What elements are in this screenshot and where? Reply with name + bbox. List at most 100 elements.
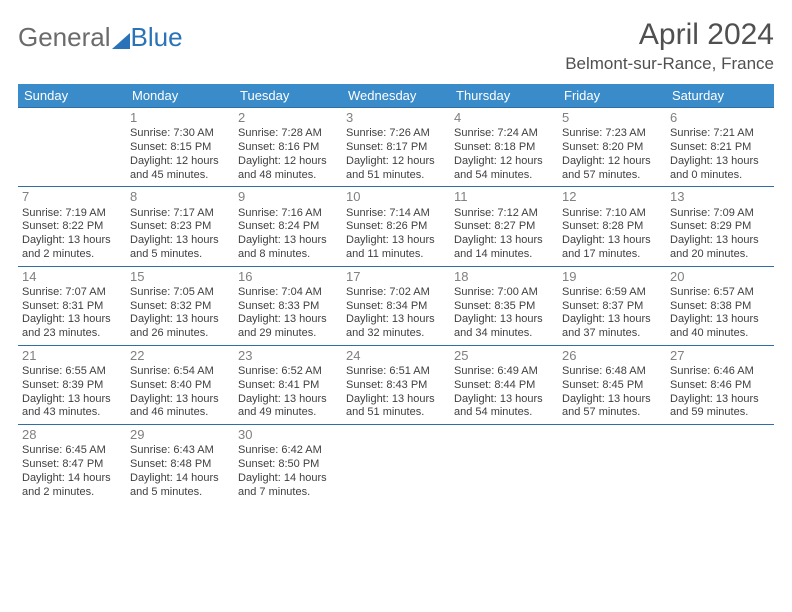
daylight-line: Daylight: 13 hours and 2 minutes. [22,234,122,262]
calendar-body: . 1Sunrise: 7:30 AMSunset: 8:15 PMDayligh… [18,108,774,504]
calendar-day-cell: 1Sunrise: 7:30 AMSunset: 8:15 PMDaylight… [126,108,234,187]
daylight-line: Daylight: 13 hours and 5 minutes. [130,234,230,262]
sunrise-line: Sunrise: 6:55 AM [22,365,122,379]
day-number: 14 [22,269,122,285]
sunset-line: Sunset: 8:32 PM [130,300,230,314]
calendar-day-cell: 11Sunrise: 7:12 AMSunset: 8:27 PMDayligh… [450,187,558,266]
sunset-line: Sunset: 8:23 PM [130,220,230,234]
calendar-day-cell: 18Sunrise: 7:00 AMSunset: 8:35 PMDayligh… [450,266,558,345]
weekday-header: Monday [126,84,234,108]
day-number: 8 [130,189,230,205]
day-number: 20 [670,269,770,285]
daylight-line: Daylight: 13 hours and 34 minutes. [454,313,554,341]
calendar-day-cell: 15Sunrise: 7:05 AMSunset: 8:32 PMDayligh… [126,266,234,345]
daylight-line: Daylight: 13 hours and 11 minutes. [346,234,446,262]
calendar-week-row: 28Sunrise: 6:45 AMSunset: 8:47 PMDayligh… [18,425,774,504]
calendar-day-cell: 16Sunrise: 7:04 AMSunset: 8:33 PMDayligh… [234,266,342,345]
daylight-line: Daylight: 13 hours and 26 minutes. [130,313,230,341]
daylight-line: Daylight: 13 hours and 14 minutes. [454,234,554,262]
calendar-day-cell: 26Sunrise: 6:48 AMSunset: 8:45 PMDayligh… [558,345,666,424]
weekday-header: Tuesday [234,84,342,108]
day-number: 30 [238,427,338,443]
weekday-header: Thursday [450,84,558,108]
day-number: 19 [562,269,662,285]
sunrise-line: Sunrise: 6:43 AM [130,444,230,458]
daylight-line: Daylight: 13 hours and 54 minutes. [454,393,554,421]
location-subtitle: Belmont-sur-Rance, France [565,54,774,74]
sunrise-line: Sunrise: 7:30 AM [130,127,230,141]
day-number: 2 [238,110,338,126]
daylight-line: Daylight: 13 hours and 23 minutes. [22,313,122,341]
daylight-line: Daylight: 12 hours and 54 minutes. [454,155,554,183]
daylight-line: Daylight: 13 hours and 8 minutes. [238,234,338,262]
calendar-week-row: .1Sunrise: 7:30 AMSunset: 8:15 PMDayligh… [18,108,774,187]
sunrise-line: Sunrise: 7:28 AM [238,127,338,141]
daylight-line: Daylight: 13 hours and 40 minutes. [670,313,770,341]
sunset-line: Sunset: 8:17 PM [346,141,446,155]
weekday-header: Friday [558,84,666,108]
day-number: 3 [346,110,446,126]
sunset-line: Sunset: 8:47 PM [22,458,122,472]
sunset-line: Sunset: 8:31 PM [22,300,122,314]
calendar-day-cell: . [558,425,666,504]
sunset-line: Sunset: 8:43 PM [346,379,446,393]
sunrise-line: Sunrise: 6:42 AM [238,444,338,458]
daylight-line: Daylight: 13 hours and 43 minutes. [22,393,122,421]
day-number: 1 [130,110,230,126]
calendar-week-row: 7Sunrise: 7:19 AMSunset: 8:22 PMDaylight… [18,187,774,266]
daylight-line: Daylight: 14 hours and 7 minutes. [238,472,338,500]
sunrise-line: Sunrise: 7:26 AM [346,127,446,141]
day-number: 4 [454,110,554,126]
day-number: 23 [238,348,338,364]
sunset-line: Sunset: 8:40 PM [130,379,230,393]
sunset-line: Sunset: 8:16 PM [238,141,338,155]
calendar-day-cell: 8 Sunrise: 7:17 AMSunset: 8:23 PMDaylight… [126,187,234,266]
sunrise-line: Sunrise: 7:23 AM [562,127,662,141]
sunrise-line: Sunrise: 6:48 AM [562,365,662,379]
weekday-header: Wednesday [342,84,450,108]
daylight-line: Daylight: 13 hours and 46 minutes. [130,393,230,421]
calendar-day-cell: 25Sunrise: 6:49 AMSunset: 8:44 PMDayligh… [450,345,558,424]
sunrise-line: Sunrise: 7:07 AM [22,286,122,300]
day-number: 28 [22,427,122,443]
sunset-line: Sunset: 8:18 PM [454,141,554,155]
sunset-line: Sunset: 8:45 PM [562,379,662,393]
daylight-line: Daylight: 12 hours and 45 minutes. [130,155,230,183]
calendar-day-cell: 30Sunrise: 6:42 AMSunset: 8:50 PMDayligh… [234,425,342,504]
sunset-line: Sunset: 8:33 PM [238,300,338,314]
weekday-header: Saturday [666,84,774,108]
sunset-line: Sunset: 8:44 PM [454,379,554,393]
sunset-line: Sunset: 8:24 PM [238,220,338,234]
sunrise-line: Sunrise: 6:57 AM [670,286,770,300]
day-number: 26 [562,348,662,364]
calendar-day-cell: 10Sunrise: 7:14 AMSunset: 8:26 PMDayligh… [342,187,450,266]
calendar-day-cell: 14Sunrise: 7:07 AMSunset: 8:31 PMDayligh… [18,266,126,345]
calendar-day-cell: 7Sunrise: 7:19 AMSunset: 8:22 PMDaylight… [18,187,126,266]
month-title: April 2024 [565,18,774,52]
calendar-day-cell: 29Sunrise: 6:43 AMSunset: 8:48 PMDayligh… [126,425,234,504]
day-number: 6 [670,110,770,126]
day-number: 11 [454,189,554,205]
sunrise-line: Sunrise: 7:17 AM [130,207,230,221]
calendar-week-row: 21Sunrise: 6:55 AMSunset: 8:39 PMDayligh… [18,345,774,424]
sail-icon [112,33,130,49]
sunrise-line: Sunrise: 7:04 AM [238,286,338,300]
calendar-day-cell: 6Sunrise: 7:21 AMSunset: 8:21 PMDaylight… [666,108,774,187]
sunset-line: Sunset: 8:38 PM [670,300,770,314]
day-number: 17 [346,269,446,285]
title-block: April 2024 Belmont-sur-Rance, France [565,18,774,74]
sunset-line: Sunset: 8:48 PM [130,458,230,472]
sunset-line: Sunset: 8:41 PM [238,379,338,393]
calendar-header-row: SundayMondayTuesdayWednesdayThursdayFrid… [18,84,774,108]
calendar-table: SundayMondayTuesdayWednesdayThursdayFrid… [18,84,774,503]
sunset-line: Sunset: 8:34 PM [346,300,446,314]
calendar-day-cell: . [450,425,558,504]
sunrise-line: Sunrise: 7:05 AM [130,286,230,300]
day-number: 5 [562,110,662,126]
sunset-line: Sunset: 8:20 PM [562,141,662,155]
calendar-day-cell: 20Sunrise: 6:57 AMSunset: 8:38 PMDayligh… [666,266,774,345]
sunrise-line: Sunrise: 7:09 AM [670,207,770,221]
calendar-day-cell: 12Sunrise: 7:10 AMSunset: 8:28 PMDayligh… [558,187,666,266]
sunrise-line: Sunrise: 7:19 AM [22,207,122,221]
brand-logo: General Blue [18,18,183,53]
